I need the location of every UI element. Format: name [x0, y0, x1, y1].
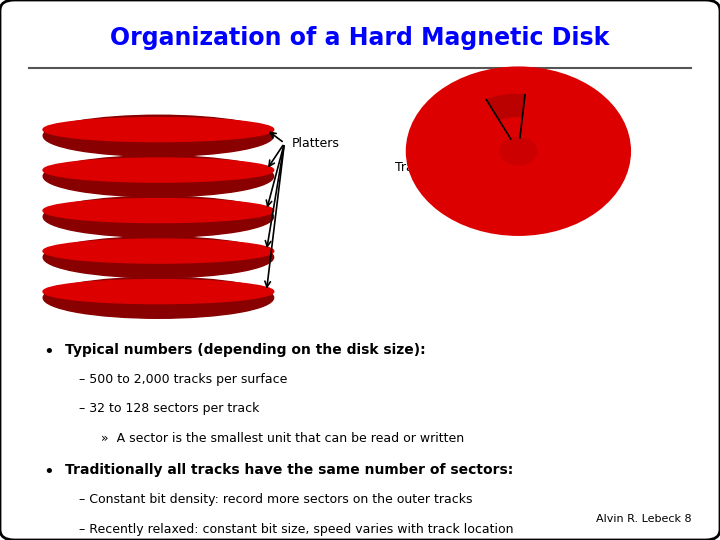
Text: Alvin R. Lebeck 8: Alvin R. Lebeck 8: [595, 514, 691, 524]
Ellipse shape: [43, 237, 274, 278]
Ellipse shape: [43, 156, 274, 197]
Text: Track: Track: [395, 134, 575, 174]
Text: »  A sector is the smallest unit that can be read or written: » A sector is the smallest unit that can…: [101, 432, 464, 445]
Ellipse shape: [43, 199, 274, 222]
Ellipse shape: [43, 158, 274, 182]
Text: – 500 to 2,000 tracks per surface: – 500 to 2,000 tracks per surface: [79, 373, 287, 386]
Ellipse shape: [43, 118, 274, 141]
Text: – 32 to 128 sectors per track: – 32 to 128 sectors per track: [79, 402, 260, 415]
Text: Organization of a Hard Magnetic Disk: Organization of a Hard Magnetic Disk: [110, 26, 610, 50]
Ellipse shape: [43, 115, 274, 156]
Text: Platters: Platters: [292, 137, 339, 150]
Wedge shape: [487, 94, 525, 119]
Ellipse shape: [43, 196, 274, 237]
Text: •: •: [43, 343, 54, 361]
Ellipse shape: [43, 280, 274, 303]
Text: Traditionally all tracks have the same number of sectors:: Traditionally all tracks have the same n…: [65, 463, 513, 477]
Ellipse shape: [43, 239, 274, 263]
Circle shape: [500, 138, 536, 165]
Text: Typical numbers (depending on the disk size):: Typical numbers (depending on the disk s…: [65, 343, 426, 357]
Text: – Constant bit density: record more sectors on the outer tracks: – Constant bit density: record more sect…: [79, 493, 473, 506]
Ellipse shape: [43, 277, 274, 318]
Text: – Recently relaxed: constant bit size, speed varies with track location: – Recently relaxed: constant bit size, s…: [79, 523, 513, 536]
Circle shape: [407, 68, 630, 235]
Circle shape: [472, 116, 565, 186]
Text: Sector: Sector: [443, 110, 506, 215]
Circle shape: [443, 94, 594, 208]
Text: •: •: [43, 463, 54, 482]
